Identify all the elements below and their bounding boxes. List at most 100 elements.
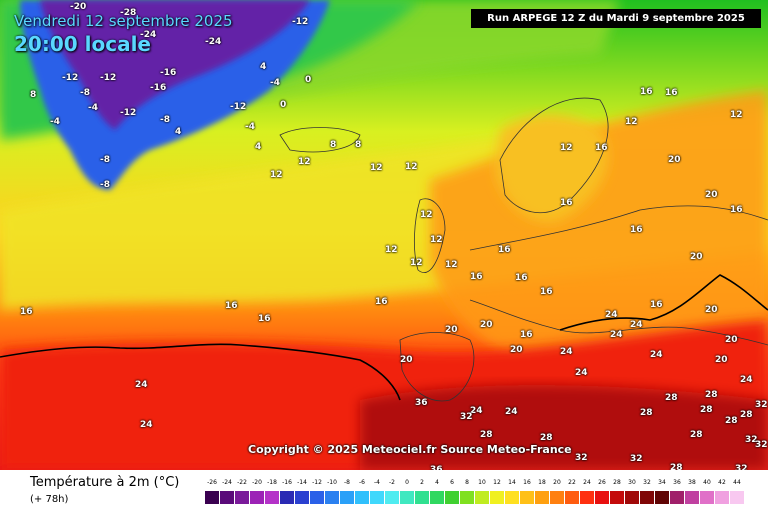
temperature-value-label: 12 bbox=[445, 260, 458, 270]
temperature-value-label: -12 bbox=[100, 73, 117, 83]
temperature-value-label: 16 bbox=[560, 198, 573, 208]
legend-tick: 2 bbox=[420, 479, 424, 486]
legend-tick: -16 bbox=[282, 479, 292, 486]
legend-tick: 40 bbox=[703, 479, 711, 486]
legend-swatch bbox=[505, 491, 519, 504]
legend-swatch bbox=[325, 491, 339, 504]
temperature-value-label: 24 bbox=[470, 406, 483, 416]
legend-swatch bbox=[730, 491, 744, 504]
temperature-value-label: 28 bbox=[740, 410, 753, 420]
temperature-value-label: 0 bbox=[280, 100, 287, 110]
legend-swatch bbox=[580, 491, 594, 504]
legend-tick: -10 bbox=[327, 479, 337, 486]
temperature-value-label: 32 bbox=[745, 435, 758, 445]
coastline-continent bbox=[469, 205, 768, 346]
temperature-value-label: 32 bbox=[460, 412, 473, 422]
legend-swatch bbox=[460, 491, 474, 504]
temperature-value-label: 20 bbox=[690, 252, 703, 262]
scandinavia-yellow bbox=[495, 115, 608, 222]
temperature-value-label: 12 bbox=[560, 143, 573, 153]
temperature-value-label: 28 bbox=[480, 430, 493, 440]
temperature-value-label: 24 bbox=[505, 407, 518, 417]
legend-tick: 18 bbox=[538, 479, 546, 486]
legend-tick: 8 bbox=[465, 479, 469, 486]
isotherm-20-east bbox=[559, 274, 768, 331]
temperature-value-label: 24 bbox=[740, 375, 753, 385]
temperature-value-label: 36 bbox=[415, 398, 428, 408]
legend-tick: -2 bbox=[389, 479, 395, 486]
legend-swatch bbox=[520, 491, 534, 504]
legend-swatch bbox=[670, 491, 684, 504]
temperature-value-label: 24 bbox=[610, 330, 623, 340]
coastline-britain bbox=[413, 198, 446, 273]
temperature-value-label: 12 bbox=[420, 210, 433, 220]
temperature-value-label: 16 bbox=[498, 245, 511, 255]
temperature-value-label: 16 bbox=[650, 300, 663, 310]
legend-swatch bbox=[355, 491, 369, 504]
temperature-value-label: 12 bbox=[298, 157, 311, 167]
legend-tick: -24 bbox=[222, 479, 232, 486]
temperature-value-label: 4 bbox=[255, 142, 262, 152]
legend-tick: 4 bbox=[435, 479, 439, 486]
legend-tick: 14 bbox=[508, 479, 516, 486]
temperature-value-label: -12 bbox=[120, 108, 137, 118]
temperature-value-label: 16 bbox=[375, 297, 388, 307]
valid-date-label: Vendredi 12 septembre 2025 bbox=[14, 12, 233, 30]
legend-swatch bbox=[700, 491, 714, 504]
legend-tick: 16 bbox=[523, 479, 531, 486]
temperature-value-label: 28 bbox=[700, 405, 713, 415]
legend-swatch bbox=[235, 491, 249, 504]
temperature-value-label: 12 bbox=[270, 170, 283, 180]
temperature-value-label: 28 bbox=[725, 416, 738, 426]
legend-swatch bbox=[385, 491, 399, 504]
legend-swatch bbox=[640, 491, 654, 504]
temperature-value-label: 20 bbox=[445, 325, 458, 335]
legend-tick: 36 bbox=[673, 479, 681, 486]
legend-swatch bbox=[655, 491, 669, 504]
legend-swatch bbox=[625, 491, 639, 504]
temperature-value-label: 20 bbox=[510, 345, 523, 355]
legend-swatch bbox=[715, 491, 729, 504]
temperature-value-label: 32 bbox=[755, 440, 768, 450]
temperature-value-label: 4 bbox=[260, 62, 267, 72]
temperature-value-label: 16 bbox=[470, 272, 483, 282]
temperature-value-label: 20 bbox=[725, 335, 738, 345]
legend-tick: 30 bbox=[628, 479, 636, 486]
isotherm-20 bbox=[0, 343, 401, 401]
temperature-value-label: 8 bbox=[330, 140, 337, 150]
legend-swatch bbox=[280, 491, 294, 504]
temperature-value-label: 16 bbox=[730, 205, 743, 215]
legend-tick: -8 bbox=[344, 479, 350, 486]
legend-swatch bbox=[565, 491, 579, 504]
legend-tick: 6 bbox=[450, 479, 454, 486]
temperature-value-label: 24 bbox=[135, 380, 148, 390]
temperature-value-label: 4 bbox=[175, 127, 182, 137]
temperature-value-label: 16 bbox=[630, 225, 643, 235]
temperature-value-label: 20 bbox=[705, 305, 718, 315]
legend-color-scale: -26 -24 -22 -20 -18 -16 -14 -12 -10 -8 -6 -4 -2 0 2 4 6 8… bbox=[205, 479, 765, 509]
temperature-value-label: -4 bbox=[270, 78, 280, 88]
legend-swatch bbox=[400, 491, 414, 504]
temperature-value-label: 32 bbox=[755, 400, 768, 410]
temperature-value-label: 12 bbox=[625, 117, 638, 127]
legend-swatch bbox=[370, 491, 384, 504]
temperature-value-label: 12 bbox=[405, 162, 418, 172]
temperature-value-label: 24 bbox=[630, 320, 643, 330]
temperature-value-label: 32 bbox=[735, 464, 748, 474]
temperature-value-label: -12 bbox=[292, 17, 309, 27]
legend-swatch bbox=[595, 491, 609, 504]
temperature-value-label: -4 bbox=[88, 103, 98, 113]
temperature-value-label: 24 bbox=[605, 310, 618, 320]
legend-tick: -6 bbox=[359, 479, 365, 486]
legend-tick: 34 bbox=[658, 479, 666, 486]
legend-tick: -22 bbox=[237, 479, 247, 486]
temperature-value-label: -8 bbox=[160, 115, 170, 125]
temperature-value-label: -4 bbox=[50, 117, 60, 127]
legend-swatch bbox=[310, 491, 324, 504]
temperature-value-label: 16 bbox=[640, 87, 653, 97]
temperature-value-label: 28 bbox=[540, 433, 553, 443]
greenland-core bbox=[40, 0, 310, 130]
temperature-value-label: 8 bbox=[355, 140, 362, 150]
temperature-value-label: 16 bbox=[225, 301, 238, 311]
